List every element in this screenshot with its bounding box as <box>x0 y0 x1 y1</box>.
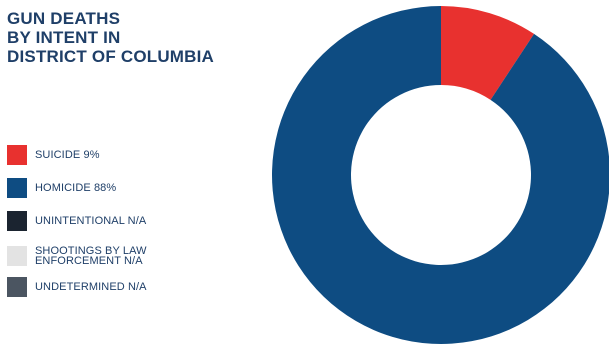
chart-title-line-2: BY INTENT IN <box>7 28 121 47</box>
chart-title-line-3: DISTRICT OF COLUMBIA <box>7 47 215 66</box>
chart-legend: SUICIDE 9% HOMICIDE 88% UNINTENTIONAL N/… <box>7 145 147 310</box>
legend-label-unintentional: UNINTENTIONAL N/A <box>35 215 147 227</box>
donut-slice-suicide <box>441 6 535 100</box>
legend-item-law-enforcement: SHOOTINGS BY LAW ENFORCEMENT N/A <box>7 244 147 268</box>
legend-item-suicide: SUICIDE 9% <box>7 145 147 165</box>
legend-swatch-law-enforcement <box>7 246 27 266</box>
legend-label-homicide: HOMICIDE 88% <box>35 182 117 194</box>
legend-swatch-suicide <box>7 145 27 165</box>
chart-title-line-1: GUN DEATHS <box>7 9 121 28</box>
chart-title: GUN DEATHS BY INTENT IN DISTRICT OF COLU… <box>7 9 287 66</box>
legend-label-law-enforcement: SHOOTINGS BY LAW ENFORCEMENT N/A <box>35 245 147 267</box>
legend-item-unintentional: UNINTENTIONAL N/A <box>7 211 147 231</box>
legend-swatch-undetermined <box>7 277 27 297</box>
legend-label-undetermined: UNDETERMINED N/A <box>35 281 147 293</box>
donut-slice-homicide <box>272 6 609 344</box>
legend-item-undetermined: UNDETERMINED N/A <box>7 277 147 297</box>
legend-swatch-unintentional <box>7 211 27 231</box>
legend-label-suicide: SUICIDE 9% <box>35 149 100 161</box>
legend-swatch-homicide <box>7 178 27 198</box>
legend-item-homicide: HOMICIDE 88% <box>7 178 147 198</box>
